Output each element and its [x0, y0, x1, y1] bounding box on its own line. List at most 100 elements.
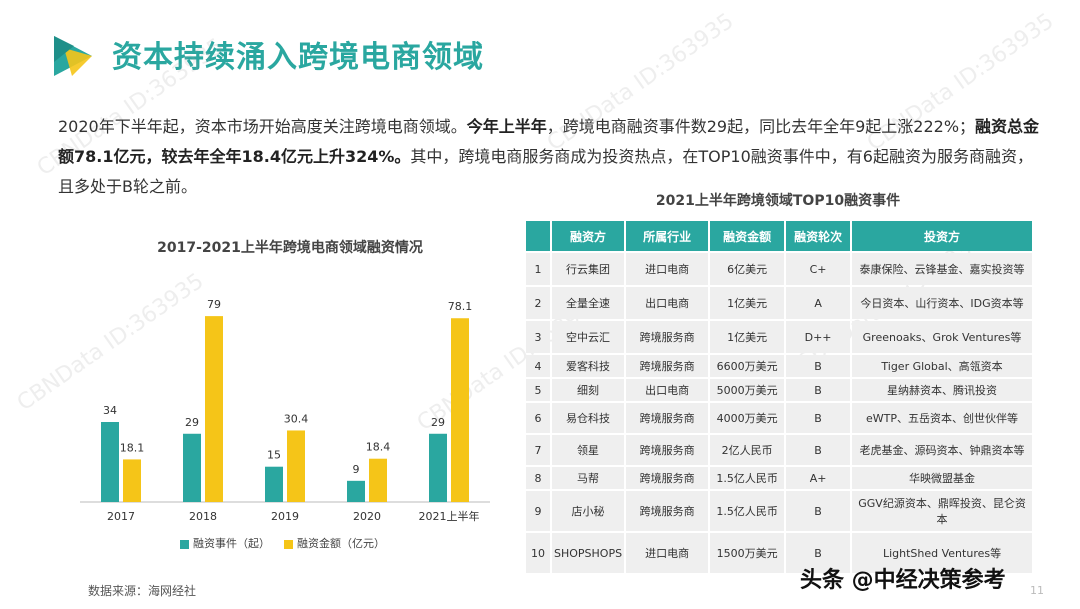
data-label: 29 — [185, 416, 199, 429]
data-source: 数据来源：海网经社 — [88, 584, 197, 598]
bar — [101, 422, 119, 502]
data-label: 34 — [103, 404, 117, 417]
bar-chart: 34 18.1 2017 29 79 2018 15 30.4 2019 9 18.4 2020 29 7… — [80, 298, 490, 523]
table-cell: 5000万美元 — [710, 379, 785, 401]
bar — [287, 430, 305, 502]
table-cell: 9 — [526, 491, 550, 531]
table-cell: 10 — [526, 533, 550, 573]
table-cell: 空中云汇 — [552, 321, 625, 353]
x-tick-label: 2017 — [107, 510, 135, 523]
table-row: 2 全量全速 出口电商 1亿美元 A 今日资本、山行资本、IDG资本等 — [526, 287, 1032, 319]
table-cell: 6 — [526, 403, 550, 433]
table-cell: 出口电商 — [626, 379, 709, 401]
table-cell: A — [786, 287, 851, 319]
data-label: 18.4 — [366, 441, 391, 454]
table-cell: 1 — [526, 253, 550, 285]
table-cell: B — [786, 491, 851, 531]
data-label: 15 — [267, 449, 281, 462]
table-cell: Greenoaks、Grok Ventures等 — [852, 321, 1032, 353]
header-cell: 融资金额 — [710, 221, 785, 251]
table-cell: 2亿人民币 — [710, 435, 785, 465]
table-cell: SHOPSHOPS — [552, 533, 625, 573]
table-cell: 6600万美元 — [710, 355, 785, 377]
table-cell: 1.5亿人民币 — [710, 491, 785, 531]
bar — [183, 433, 201, 502]
data-label: 30.4 — [284, 412, 309, 425]
table-cell: B — [786, 533, 851, 573]
table-cell: 1亿美元 — [710, 287, 785, 319]
table-cell: Tiger Global、高瓴资本 — [852, 355, 1032, 377]
bar — [123, 459, 141, 502]
table-cell: GGV纪源资本、鼎晖投资、昆仑资本 — [852, 491, 1032, 531]
table-cell: LightShed Ventures等 — [852, 533, 1032, 573]
header-cell: 投资方 — [852, 221, 1032, 251]
table-cell: 泰康保险、云锋基金、嘉实投资等 — [852, 253, 1032, 285]
table-cell: B — [786, 379, 851, 401]
chart-legend: 融资事件（起） 融资金额（亿元） — [180, 535, 385, 551]
table-cell: 跨境服务商 — [626, 355, 709, 377]
table-cell: eWTP、五岳资本、创世伙伴等 — [852, 403, 1032, 433]
table-cell: 6亿美元 — [710, 253, 785, 285]
table-cell: 1.5亿人民币 — [710, 467, 785, 489]
table-cell: 老虎基金、源码资本、钟鼎资本等 — [852, 435, 1032, 465]
table-cell: 易仓科技 — [552, 403, 625, 433]
table-cell: 1500万美元 — [710, 533, 785, 573]
table-cell: 细刻 — [552, 379, 625, 401]
table-cell: 跨境服务商 — [626, 491, 709, 531]
table-cell: 店小秘 — [552, 491, 625, 531]
table-row: 8 马帮 跨境服务商 1.5亿人民币 A+ 华映微盟基金 — [526, 467, 1032, 489]
table-cell: 全量全速 — [552, 287, 625, 319]
page-title: 资本持续涌入跨境电商领域 — [112, 40, 484, 75]
top10-table: 融资方 所属行业 融资金额 融资轮次 投资方 1 行云集团 进口电商 6亿美元 C+ 泰康… — [524, 219, 1034, 575]
table-cell: B — [786, 403, 851, 433]
table-cell: 5 — [526, 379, 550, 401]
table-cell: 行云集团 — [552, 253, 625, 285]
legend-item-events: 融资事件（起） — [180, 535, 270, 551]
bar — [429, 433, 447, 502]
table-cell: 星纳赫资本、腾讯投资 — [852, 379, 1032, 401]
table-cell: C+ — [786, 253, 851, 285]
bar — [451, 318, 469, 502]
header-cell: 所属行业 — [626, 221, 709, 251]
table-cell: B — [786, 355, 851, 377]
data-label: 79 — [207, 298, 221, 311]
table-cell: B — [786, 435, 851, 465]
data-label: 9 — [353, 463, 360, 476]
table-cell: 4 — [526, 355, 550, 377]
table-cell: 3 — [526, 321, 550, 353]
play-logo-icon — [54, 36, 92, 76]
data-label: 18.1 — [120, 441, 145, 454]
table-cell: 进口电商 — [626, 253, 709, 285]
table-cell: 2 — [526, 287, 550, 319]
table-cell: 跨境服务商 — [626, 467, 709, 489]
header-cell: 融资轮次 — [786, 221, 851, 251]
header-cell: 融资方 — [552, 221, 625, 251]
table-header-row: 融资方 所属行业 融资金额 融资轮次 投资方 — [526, 221, 1032, 251]
table-row: 4 爱客科技 跨境服务商 6600万美元 B Tiger Global、高瓴资本 — [526, 355, 1032, 377]
table-cell: 今日资本、山行资本、IDG资本等 — [852, 287, 1032, 319]
bar — [265, 466, 283, 502]
table-cell: A+ — [786, 467, 851, 489]
chart-title: 2017-2021上半年跨境电商领域融资情况 — [157, 240, 423, 256]
table-cell: D++ — [786, 321, 851, 353]
table-cell: 跨境服务商 — [626, 435, 709, 465]
data-label: 29 — [431, 416, 445, 429]
table-cell: 1亿美元 — [710, 321, 785, 353]
table-title: 2021上半年跨境领域TOP10融资事件 — [655, 193, 901, 209]
table-cell: 马帮 — [552, 467, 625, 489]
bar — [369, 458, 387, 502]
page-number: 11 — [1030, 584, 1044, 597]
table-cell: 爱客科技 — [552, 355, 625, 377]
table-row: 3 空中云汇 跨境服务商 1亿美元 D++ Greenoaks、Grok Ventures… — [526, 321, 1032, 353]
x-tick-label: 2020 — [353, 510, 381, 523]
table-cell: 领星 — [552, 435, 625, 465]
legend-item-amount: 融资金额（亿元） — [284, 535, 385, 551]
table-row: 1 行云集团 进口电商 6亿美元 C+ 泰康保险、云锋基金、嘉实投资等 — [526, 253, 1032, 285]
bar — [205, 316, 223, 502]
table-cell: 8 — [526, 467, 550, 489]
table-row: 5 细刻 出口电商 5000万美元 B 星纳赫资本、腾讯投资 — [526, 379, 1032, 401]
x-tick-label: 2021上半年 — [419, 509, 480, 523]
table-cell: 跨境服务商 — [626, 321, 709, 353]
table-cell: 4000万美元 — [710, 403, 785, 433]
